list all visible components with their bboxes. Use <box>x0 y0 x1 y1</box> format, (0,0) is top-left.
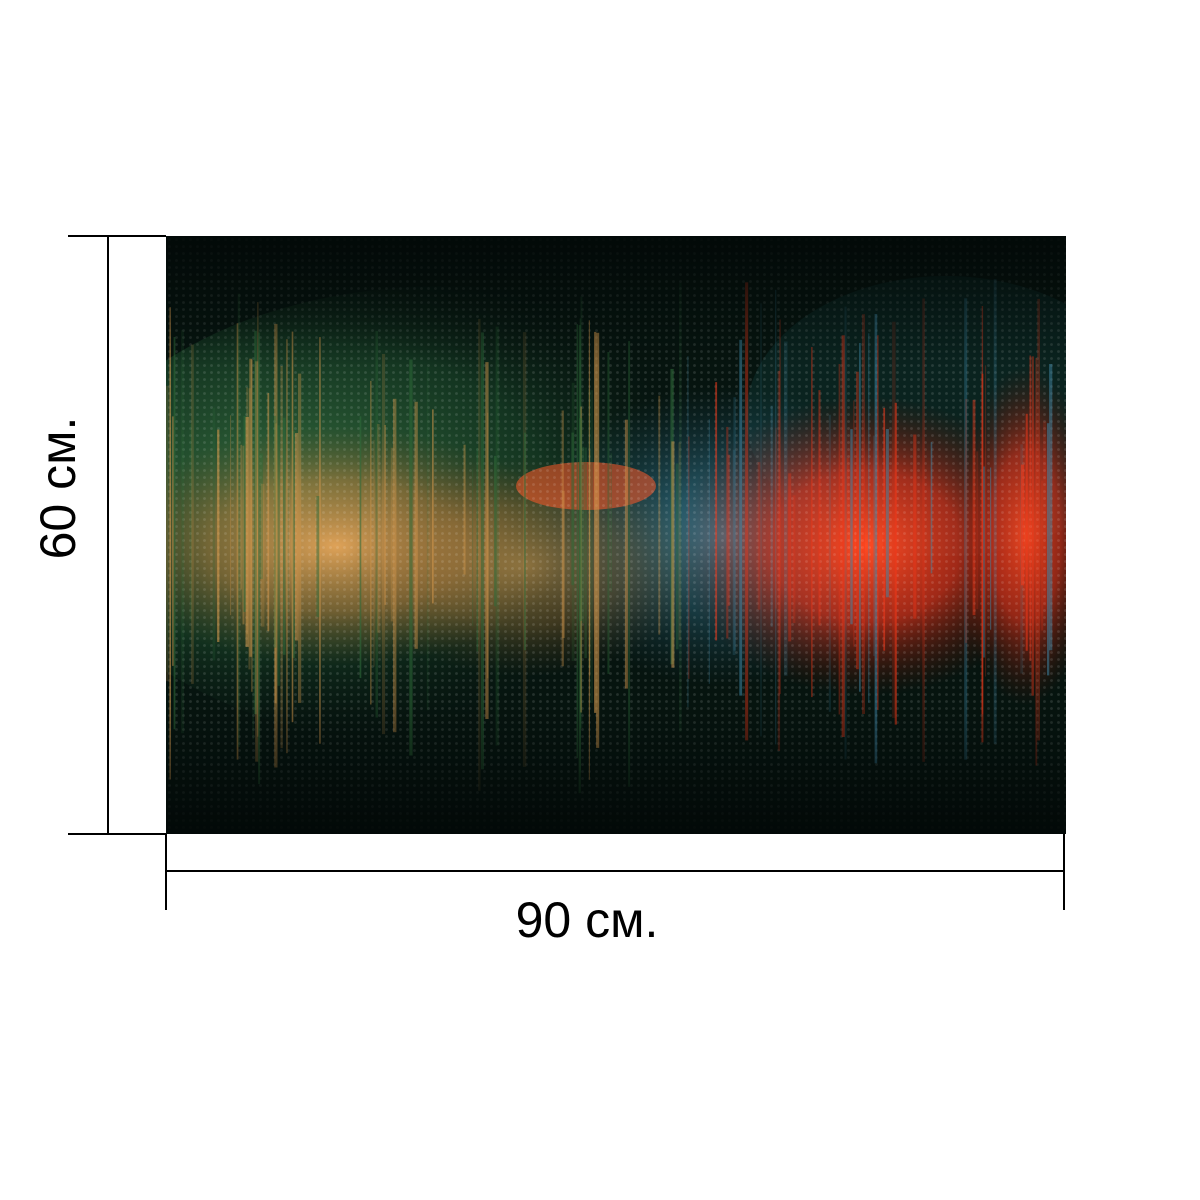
artwork-image <box>166 236 1066 834</box>
height-label: 60 см. <box>30 416 86 560</box>
abstract-sound-wave-art <box>166 236 1066 834</box>
width-label: 90 см. <box>515 892 659 948</box>
